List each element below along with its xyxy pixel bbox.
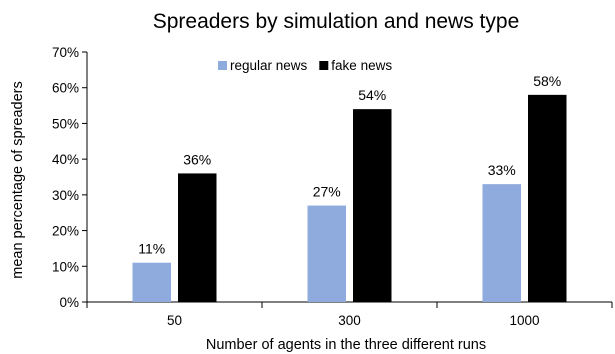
- y-tick-label: 60%: [52, 81, 79, 96]
- bars: [132, 94, 567, 303]
- x-tick-label: 50: [167, 313, 182, 328]
- y-tick-label: 70%: [52, 45, 79, 60]
- x-tick-label: 300: [338, 313, 361, 328]
- chart-title: Spreaders by simulation and news type: [153, 10, 520, 33]
- legend-swatch: [218, 61, 227, 70]
- bar: [307, 205, 346, 302]
- y-tick-label: 20%: [52, 224, 79, 239]
- data-label: 54%: [358, 87, 386, 103]
- data-label: 36%: [183, 151, 211, 167]
- y-tick-label: 40%: [52, 152, 79, 167]
- y-axis-label: mean percentage of spreaders: [10, 81, 26, 279]
- data-label: 58%: [533, 73, 561, 89]
- data-labels: 11% 36% 27% 54% 33% 58%: [138, 73, 561, 257]
- y-tick-label: 0%: [59, 295, 79, 310]
- y-tick-label: 50%: [52, 116, 79, 131]
- data-label: 11%: [138, 241, 165, 257]
- bar: [132, 262, 171, 302]
- legend: regular news fake news: [218, 58, 392, 73]
- legend-label: fake news: [331, 58, 392, 73]
- bar: [528, 94, 567, 302]
- y-tick-label: 30%: [52, 188, 79, 203]
- x-axis-label: Number of agents in the three different …: [206, 337, 486, 353]
- legend-swatch: [319, 61, 329, 70]
- y-tick-label: 10%: [52, 259, 79, 274]
- x-tick-label: 1000: [509, 313, 539, 328]
- bar: [353, 109, 392, 303]
- x-axis: 50 300 1000: [86, 301, 613, 328]
- bar: [482, 184, 521, 302]
- legend-label: regular news: [230, 58, 308, 73]
- data-label: 27%: [313, 184, 341, 200]
- bar: [178, 173, 217, 302]
- data-label: 33%: [488, 162, 516, 178]
- y-axis: 0% 10% 20% 30% 40% 50% 60% 70%: [52, 45, 88, 310]
